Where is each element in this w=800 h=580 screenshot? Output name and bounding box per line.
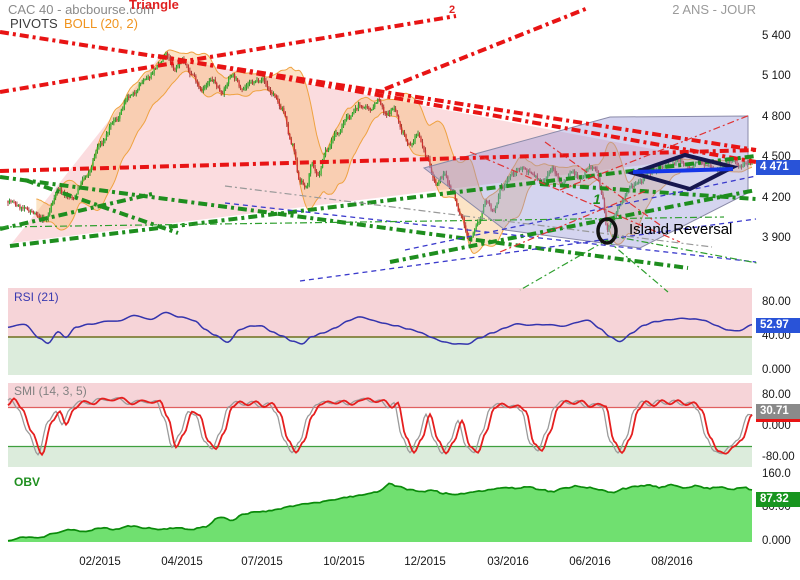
date-axis-tick: 04/2015 [161,556,203,568]
date-axis-tick: 12/2015 [404,556,446,568]
rsi-axis-tick: 40.00 [762,330,791,342]
annotation-island-reversal-label: Island Reversal [629,221,733,238]
legend-pivots: PIVOTS [10,16,58,31]
date-axis-tick: 10/2015 [323,556,365,568]
smi-indicator-label: SMI (14, 3, 5) [14,384,87,398]
smi-value-badge: 30.71 [756,404,800,422]
rsi-value-badge: 52.97 [756,318,800,333]
price-axis-tick: 3 900 [762,232,791,244]
obv-axis-tick: 0.000 [762,535,791,547]
date-axis-tick: 08/2016 [651,556,693,568]
price-axis-tick: 5 100 [762,70,791,82]
rsi-axis-tick: 0.000 [762,364,791,376]
smi-axis-tick: 0.000 [762,420,791,432]
rsi-axis-tick: 80.00 [762,296,791,308]
chart-title: CAC 40 - abcbourse.com [8,2,154,17]
legend-bollinger: BOLL (20, 2) [64,16,138,31]
annotation-triangle-label: Triangle [129,0,179,12]
date-axis-tick: 02/2015 [79,556,121,568]
price-axis-tick: 4 800 [762,111,791,123]
date-axis-tick: 06/2016 [569,556,611,568]
obv-axis-tick: 160.0 [762,468,791,480]
rsi-indicator-label: RSI (21) [14,290,59,304]
obv-value-badge: 87.32 [756,492,800,507]
obv-indicator-label: OBV [14,475,41,489]
annotation-one-label: 1 [593,191,601,207]
price-axis-tick: 5 400 [762,30,791,42]
price-axis-tick: 4 200 [762,192,791,204]
date-axis-tick: 03/2016 [487,556,529,568]
smi-axis-tick: 80.00 [762,389,791,401]
timeframe-label: 2 ANS - JOUR [672,2,756,17]
last-price-badge: 4 471 [756,160,800,175]
smi-axis-tick: -80.00 [762,451,795,463]
date-axis-tick: 07/2015 [241,556,283,568]
annotation-count-label: 2 [449,4,456,16]
